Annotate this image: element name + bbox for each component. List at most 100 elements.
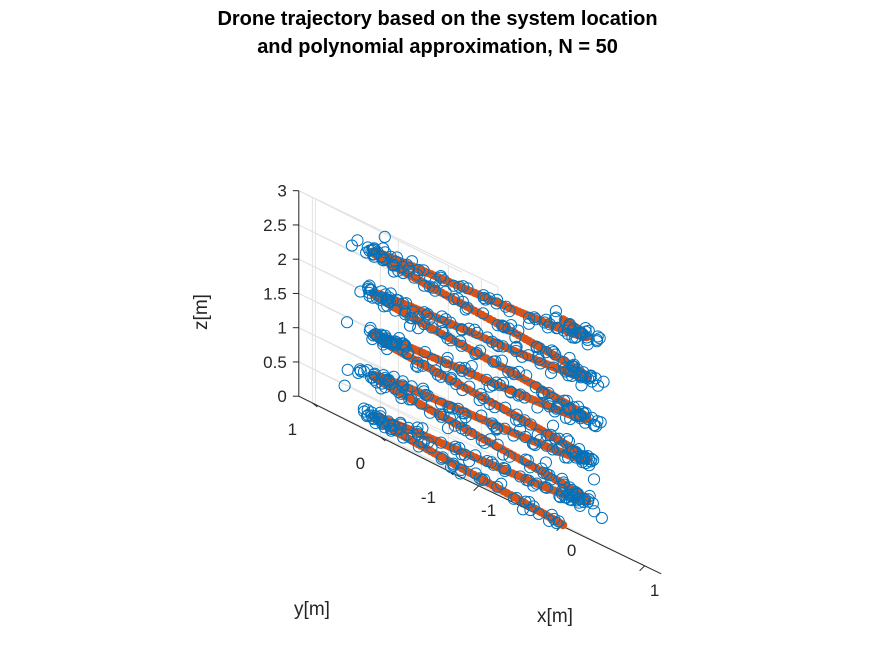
measured-point xyxy=(547,345,560,359)
measured-point xyxy=(524,418,537,431)
measured-point xyxy=(510,340,523,353)
measured-point xyxy=(509,341,522,354)
measured-point xyxy=(375,377,389,390)
measured-point xyxy=(399,305,412,318)
measured-point xyxy=(484,433,497,446)
measured-point xyxy=(582,324,595,337)
measured-point xyxy=(454,467,467,480)
measured-point xyxy=(504,319,518,332)
measured-point xyxy=(506,366,519,379)
measured-point xyxy=(575,326,588,339)
measured-point xyxy=(497,461,510,475)
measured-point xyxy=(516,503,530,516)
measured-point xyxy=(490,293,504,306)
measured-point xyxy=(403,319,417,332)
measured-point xyxy=(543,469,556,482)
measured-point xyxy=(444,373,457,386)
measured-point xyxy=(380,332,393,345)
measured-point xyxy=(373,413,387,426)
measured-point xyxy=(529,313,542,326)
measured-point xyxy=(545,508,558,521)
measured-point xyxy=(363,289,376,303)
measured-point xyxy=(496,319,509,332)
measured-point xyxy=(485,417,499,430)
measured-point xyxy=(581,372,595,385)
measured-point xyxy=(508,368,521,381)
measured-point xyxy=(550,400,564,413)
measured-point xyxy=(571,400,585,413)
measured-point xyxy=(545,344,558,357)
measured-point xyxy=(549,305,562,318)
measured-point xyxy=(447,292,461,306)
measured-point xyxy=(481,454,494,468)
measured-point xyxy=(512,389,525,402)
measured-point xyxy=(496,376,510,390)
measured-point xyxy=(587,473,601,486)
measured-point xyxy=(572,442,586,456)
measured-point xyxy=(586,497,599,510)
measured-point xyxy=(510,413,523,426)
measured-point xyxy=(469,467,482,480)
measured-point xyxy=(400,297,413,310)
measured-point xyxy=(396,380,410,393)
box-edge xyxy=(298,190,463,273)
measured-point xyxy=(411,360,424,373)
measured-point xyxy=(590,420,603,433)
measured-point xyxy=(455,323,468,336)
measured-point xyxy=(392,331,406,345)
measured-point xyxy=(478,473,491,486)
measured-point xyxy=(579,321,592,335)
measured-point xyxy=(593,332,606,345)
measured-point xyxy=(378,230,391,244)
measured-point xyxy=(399,340,412,353)
measured-point xyxy=(435,310,449,323)
measured-point xyxy=(575,379,588,392)
measured-point xyxy=(565,483,579,497)
measured-point xyxy=(416,382,430,395)
measured-point xyxy=(451,292,464,305)
measured-point xyxy=(496,340,510,353)
measured-point xyxy=(439,285,452,298)
measured-point xyxy=(518,391,531,404)
measured-point xyxy=(491,319,504,332)
measured-point xyxy=(543,514,556,527)
measured-point xyxy=(518,414,531,427)
measured-point xyxy=(462,322,476,335)
measured-point xyxy=(441,351,454,365)
measured-point xyxy=(368,367,381,380)
measured-point xyxy=(418,345,432,359)
measured-point xyxy=(437,274,450,287)
measured-point xyxy=(383,334,396,347)
measured-point xyxy=(388,382,402,395)
measured-point xyxy=(539,456,553,469)
measured-point xyxy=(434,436,448,449)
measured-point xyxy=(536,385,549,399)
measured-point xyxy=(456,323,469,337)
measured-point xyxy=(411,421,424,434)
measured-point xyxy=(417,264,430,277)
measured-point xyxy=(421,436,435,449)
z-axis-label: z[m] xyxy=(191,294,212,330)
measured-point xyxy=(563,481,576,494)
measured-point xyxy=(436,315,449,329)
measured-point xyxy=(470,326,484,339)
measured-point xyxy=(524,461,537,474)
measured-point xyxy=(433,408,447,421)
measured-point xyxy=(397,431,410,444)
z-tick-label: 2.5 xyxy=(263,216,287,235)
measured-point xyxy=(493,379,506,392)
x-tick-label: 1 xyxy=(650,581,659,600)
measured-point xyxy=(563,317,576,331)
measured-point xyxy=(405,380,418,393)
measured-point xyxy=(534,357,547,370)
measured-point xyxy=(445,460,458,474)
measured-point xyxy=(498,422,511,435)
z-tick-label: 1.5 xyxy=(263,284,287,303)
measured-point xyxy=(565,359,578,372)
measured-point xyxy=(473,344,487,357)
measured-point xyxy=(547,361,560,374)
measured-point xyxy=(386,259,400,272)
measured-point xyxy=(423,406,437,419)
measured-point xyxy=(588,505,601,518)
